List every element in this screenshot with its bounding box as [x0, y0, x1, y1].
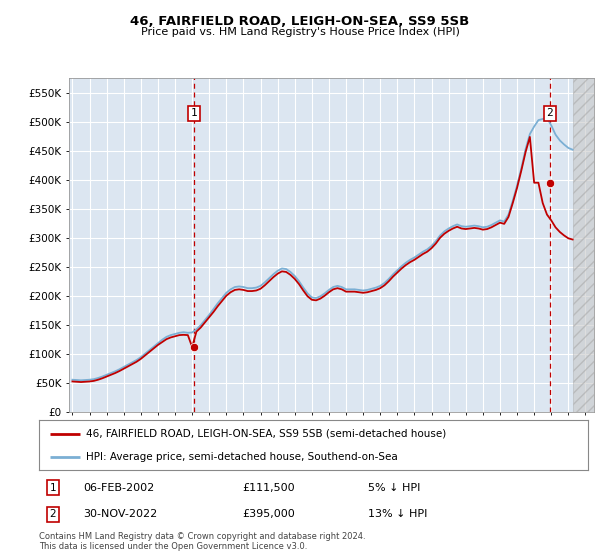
Bar [574, 78, 594, 412]
Text: £111,500: £111,500 [242, 483, 295, 493]
Text: 5% ↓ HPI: 5% ↓ HPI [368, 483, 421, 493]
Text: 46, FAIRFIELD ROAD, LEIGH-ON-SEA, SS9 5SB (semi-detached house): 46, FAIRFIELD ROAD, LEIGH-ON-SEA, SS9 5S… [86, 428, 446, 438]
Text: 46, FAIRFIELD ROAD, LEIGH-ON-SEA, SS9 5SB: 46, FAIRFIELD ROAD, LEIGH-ON-SEA, SS9 5S… [130, 15, 470, 28]
Text: HPI: Average price, semi-detached house, Southend-on-Sea: HPI: Average price, semi-detached house,… [86, 452, 397, 462]
Text: 13% ↓ HPI: 13% ↓ HPI [368, 509, 428, 519]
Text: 06-FEB-2002: 06-FEB-2002 [83, 483, 154, 493]
Text: 30-NOV-2022: 30-NOV-2022 [83, 509, 157, 519]
Text: Price paid vs. HM Land Registry's House Price Index (HPI): Price paid vs. HM Land Registry's House … [140, 27, 460, 37]
Text: £395,000: £395,000 [242, 509, 295, 519]
Text: 1: 1 [49, 483, 56, 493]
Text: 2: 2 [49, 509, 56, 519]
Text: Contains HM Land Registry data © Crown copyright and database right 2024.
This d: Contains HM Land Registry data © Crown c… [39, 532, 365, 552]
Text: 1: 1 [190, 109, 197, 118]
Text: 2: 2 [547, 109, 553, 118]
